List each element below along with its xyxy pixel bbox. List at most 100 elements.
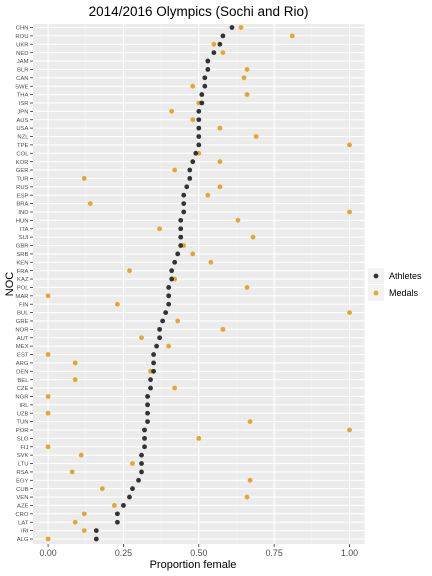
medals-point (78, 452, 84, 458)
medals-point (208, 259, 214, 265)
medals-point (45, 352, 51, 357)
medals-point (241, 75, 247, 81)
medals-point (244, 67, 250, 72)
medals-point (45, 444, 51, 450)
athletes-point (145, 410, 150, 416)
athletes-point (181, 201, 187, 206)
athletes-point (178, 234, 184, 240)
medals-point (253, 134, 259, 139)
legend-label-medals: Medals (389, 288, 419, 298)
x-tick-label: 0.50 (190, 548, 207, 558)
medals-point (172, 385, 178, 391)
athletes-point (169, 268, 175, 274)
y-tick-label: ALG (17, 537, 29, 543)
medals-point (139, 335, 144, 341)
y-tick-label: MAR (15, 294, 28, 300)
medals-point (87, 201, 93, 206)
athletes-point (205, 67, 211, 72)
legend-key-athletes (373, 273, 379, 279)
medals-point (347, 209, 352, 215)
athletes-point (196, 142, 202, 148)
y-tick-label: FIJ (20, 445, 28, 451)
medals-point (81, 176, 87, 181)
athletes-point (163, 310, 169, 315)
y-tick-label: SVK (17, 453, 29, 459)
medals-point (69, 469, 75, 475)
medals-point (244, 92, 250, 97)
medals-point (250, 234, 256, 240)
y-tick-label: CZE (17, 386, 29, 392)
athletes-point (115, 519, 120, 525)
legend: Athletes Medals (368, 268, 422, 301)
y-tick-label: IND (18, 210, 28, 216)
athletes-point (142, 435, 147, 441)
y-tick-label: TUN (16, 420, 28, 426)
y-tick-label: NGR (15, 395, 28, 401)
medals-point (196, 435, 202, 441)
y-tick-label: USA (16, 126, 28, 132)
athletes-point (217, 41, 223, 47)
y-tick-label: GRE (16, 319, 29, 325)
y-tick-label: IRI (21, 529, 29, 535)
athletes-point (220, 33, 226, 39)
chart-title: 2014/2016 Olympics (Sochi and Rio) (89, 4, 309, 19)
y-tick-label: POL (17, 286, 30, 292)
y-tick-label: VEN (16, 495, 28, 501)
x-tick-label: 0.00 (40, 548, 57, 558)
y-tick-label: KOR (16, 160, 29, 166)
y-tick-label: EGY (16, 478, 29, 484)
medals-point (247, 419, 253, 425)
medals-point (205, 192, 211, 198)
y-tick-label: BUL (17, 311, 29, 317)
y-tick-label: ITA (20, 227, 29, 233)
y-tick-label: ESP (17, 193, 29, 199)
y-tick-label: JAM (17, 59, 29, 65)
y-tick-label: GBR (16, 244, 29, 250)
athletes-point (172, 259, 178, 265)
athletes-point (196, 134, 202, 139)
medals-point (347, 310, 352, 315)
y-tick-label: FRA (17, 269, 29, 275)
y-tick-label: IRL (19, 403, 29, 409)
athletes-point (211, 50, 217, 56)
x-axis-tick-labels: 0.00 0.25 0.50 0.75 1.00 (40, 544, 358, 558)
y-tick-label: BLR (17, 68, 28, 74)
athletes-point (151, 368, 156, 374)
y-tick-label: CUB (16, 487, 29, 493)
y-tick-label: NZL (17, 135, 29, 141)
x-axis-label: Proportion female (150, 559, 237, 571)
y-tick-label: UZB (17, 411, 29, 417)
medals-point (175, 318, 181, 324)
y-tick-label: TUR (16, 177, 28, 183)
athletes-point (181, 209, 187, 215)
y-tick-label: SLO (17, 436, 29, 442)
medals-point (172, 167, 178, 173)
medals-point (157, 226, 163, 232)
y-tick-label: MEX (16, 344, 29, 350)
y-tick-label: NOR (15, 327, 28, 333)
athletes-point (178, 226, 184, 232)
medals-point (217, 125, 223, 131)
athletes-point (178, 217, 184, 223)
x-tick-label: 0.75 (266, 548, 283, 558)
y-tick-label: CHN (16, 26, 29, 32)
athletes-point (199, 92, 205, 97)
medals-point (99, 486, 105, 492)
y-tick-label: UKR (16, 42, 28, 48)
athletes-point (187, 167, 193, 173)
y-tick-label: RUS (16, 185, 29, 191)
y-tick-label: AZE (17, 504, 29, 510)
y-axis-tick-labels: CHN ROU UKR NED JAM BLR CAN SWE THA ISR JPN AUS USA N… (15, 26, 33, 543)
athletes-point (115, 511, 120, 517)
medals-point (81, 528, 87, 534)
athletes-point (166, 293, 172, 299)
y-axis-label: NOC (4, 272, 16, 297)
athletes-point (190, 159, 196, 165)
athletes-point (139, 461, 144, 466)
athletes-point (157, 326, 163, 332)
y-tick-label: LTU (18, 462, 29, 468)
athletes-point (160, 318, 166, 324)
y-tick-label: JPN (17, 109, 28, 115)
athletes-point (202, 83, 208, 89)
y-tick-label: RSA (16, 470, 28, 476)
